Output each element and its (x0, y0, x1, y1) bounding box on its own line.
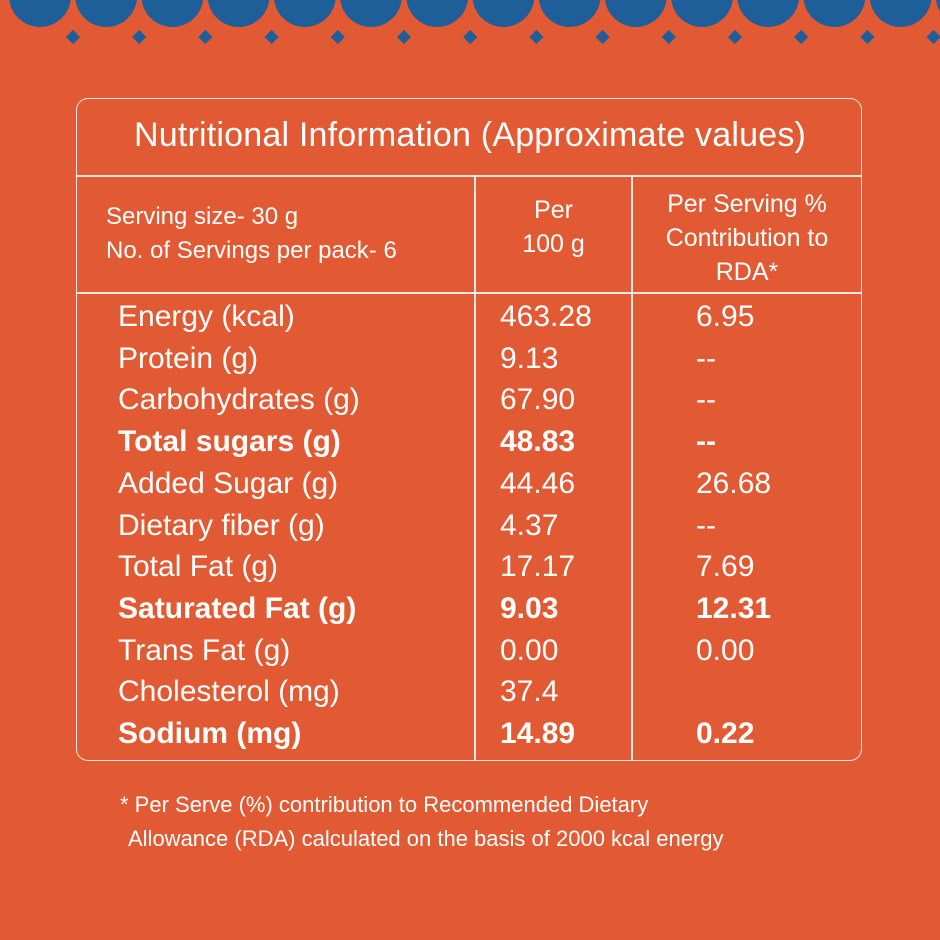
diamond-shape (198, 29, 213, 45)
rda-value: 12.31 (696, 591, 772, 625)
nutrient-label: Sodium (mg) (118, 717, 302, 750)
diamond-shape (65, 29, 81, 45)
rda-line-2: Contribution to (665, 224, 829, 252)
nutrient-label: Trans Fat (g) (118, 633, 291, 667)
scallop-shape (869, 0, 932, 27)
rda-value: -- (696, 383, 716, 417)
column-header-rda: Per Serving % Contribution to RDA* (633, 187, 861, 289)
serving-size: Serving size- 30 g (106, 203, 299, 230)
diamond-shape (595, 29, 610, 45)
nutrient-label: Total Fat (g) (118, 550, 279, 584)
scallop-shape (274, 0, 336, 27)
title-divider (77, 175, 861, 177)
nutrient-label: Dietary fiber (g) (118, 508, 325, 542)
rda-value: 7.69 (696, 550, 755, 584)
scallop-shape (472, 0, 535, 27)
scallop-shape (803, 0, 866, 27)
nutrient-label: Energy (kcal) (118, 300, 295, 333)
nutrient-label: Cholesterol (mg) (118, 675, 340, 709)
rda-value: -- (696, 508, 716, 542)
scallop-shape (207, 0, 270, 27)
rda-line-3: RDA* (715, 258, 779, 286)
per-100g-line-2: 100 g (522, 230, 585, 258)
table-title: Nutritional Information (Approximate val… (133, 116, 807, 154)
nutrient-label: Protein (g) (118, 341, 259, 375)
diamond-shape (860, 29, 875, 45)
diamond-shape (727, 29, 743, 45)
diamond-shape (396, 29, 412, 45)
diamond-shape (132, 29, 147, 45)
scallop-shape (75, 0, 137, 27)
per-100g-value: 9.03 (500, 591, 559, 625)
nutrient-label: Added Sugar (g) (118, 466, 339, 500)
diamond-shape (463, 29, 478, 45)
serving-info: Serving size- 30 g No. of Servings per p… (106, 200, 397, 268)
per-100g-value: 44.46 (500, 466, 576, 500)
footnote: * Per Serve (%) contribution to Recommen… (120, 788, 724, 856)
nutrient-label: Saturated Fat (g) (118, 591, 357, 625)
rda-line-1: Per Serving % (667, 190, 827, 218)
column-divider-1 (474, 176, 476, 760)
rda-value: 26.68 (696, 466, 772, 500)
scallop-shape (737, 0, 799, 27)
servings-per-pack: No. of Servings per pack- 6 (106, 237, 397, 264)
per-100g-value: 48.83 (500, 425, 576, 459)
decorative-border (9, 0, 940, 45)
diamond-shape (926, 29, 940, 45)
column-divider-2 (631, 176, 633, 760)
rda-value: 6.95 (696, 300, 755, 333)
rda-value: -- (696, 425, 716, 459)
scallop-shape (538, 0, 601, 27)
per-100g-value: 9.13 (500, 341, 559, 375)
column-header-per-100g: Per 100 g (476, 193, 631, 261)
diamond-shape (661, 29, 676, 45)
per-100g-value: 17.17 (500, 550, 576, 584)
per-100g-value: 463.28 (500, 300, 592, 333)
per-100g-value: 14.89 (500, 717, 576, 750)
per-100g-line-1: Per (534, 196, 573, 224)
rda-value: 0.00 (696, 633, 755, 667)
scallop-shape (9, 0, 71, 27)
footnote-line-1: * Per Serve (%) contribution to Recommen… (120, 792, 649, 817)
rda-value: 0.22 (696, 717, 755, 750)
scallop-shape (340, 0, 402, 27)
scallop-shape (936, 0, 940, 12)
header-divider (77, 292, 861, 294)
diamond-shape (529, 29, 544, 45)
nutrient-label: Carbohydrates (g) (118, 383, 360, 417)
diamond-shape (264, 29, 279, 45)
per-100g-value: 4.37 (500, 508, 559, 542)
per-100g-value: 0.00 (500, 633, 559, 667)
per-100g-value: 37.4 (500, 675, 559, 709)
nutrition-table-frame (76, 98, 862, 761)
diamond-shape (794, 29, 809, 45)
per-100g-value: 67.90 (500, 383, 576, 417)
diamond-shape (330, 29, 345, 45)
scallop-shape (671, 0, 733, 27)
scallop-shape (406, 0, 468, 27)
footnote-line-2: Allowance (RDA) calculated on the basis … (128, 826, 724, 851)
scallop-shape (141, 0, 204, 27)
rda-value: -- (696, 341, 716, 375)
nutrient-label: Total sugars (g) (118, 425, 341, 459)
scallop-shape (605, 0, 667, 27)
